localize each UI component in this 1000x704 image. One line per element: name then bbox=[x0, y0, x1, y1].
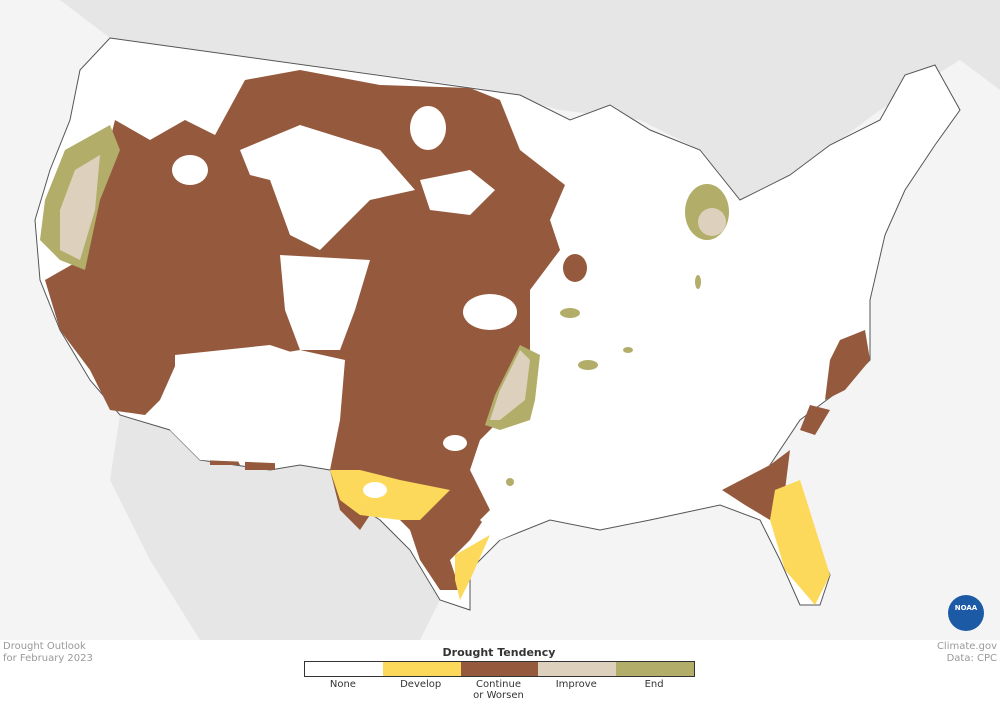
caption: Drought Outlook for February 2023 bbox=[3, 641, 93, 665]
legend-swatch bbox=[305, 662, 383, 676]
credits: Climate.gov Data: CPC bbox=[937, 641, 997, 665]
legend-label: Continue or Worsen bbox=[473, 679, 524, 701]
credit: Data: CPC bbox=[946, 653, 997, 664]
legend-swatch bbox=[382, 662, 461, 676]
legend-swatch bbox=[538, 662, 617, 676]
logo bbox=[948, 595, 984, 631]
legend-label: Develop bbox=[400, 679, 442, 690]
logo-text: NOAA bbox=[955, 604, 978, 612]
legend-label: Improve bbox=[555, 679, 597, 690]
caption-line: for February 2023 bbox=[3, 653, 93, 664]
map: NOAA bbox=[0, 0, 1000, 640]
credit: Climate.gov bbox=[936, 641, 997, 652]
legend-title: Drought Tendency bbox=[442, 646, 556, 659]
legend-swatch bbox=[616, 662, 694, 676]
legend-label: End bbox=[644, 679, 664, 690]
legend-swatch bbox=[460, 662, 539, 676]
legend-bar bbox=[304, 661, 695, 677]
legend-label: None bbox=[329, 679, 356, 690]
caption-line: Drought Outlook bbox=[3, 641, 86, 652]
legend-labels: None Develop Continue or Worsen Improve End bbox=[304, 679, 693, 701]
